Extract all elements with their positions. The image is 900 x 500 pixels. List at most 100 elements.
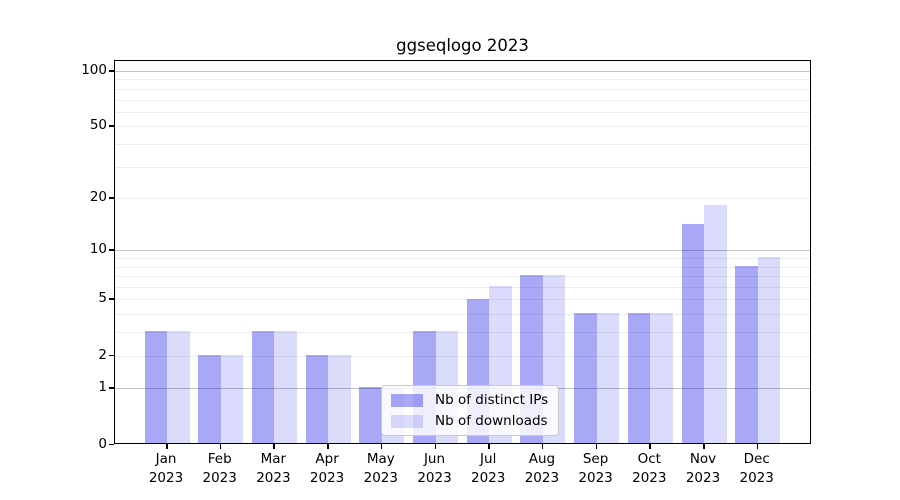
x-tick-label-year: 2023: [202, 469, 237, 486]
x-tick-label-month: Aug: [528, 451, 556, 467]
y-tick-mark: [109, 387, 114, 389]
x-tick-mark: [273, 444, 275, 449]
legend-entry-downloads: Nb of downloads: [391, 413, 548, 429]
x-tick-label-year: 2023: [632, 469, 667, 486]
y-gridline-major: [115, 71, 810, 72]
x-tick-label-year: 2023: [363, 469, 398, 486]
x-tick-label-month: Apr: [315, 451, 339, 467]
bar-distinct-ips: [144, 331, 167, 443]
y-tick-label: 5: [98, 290, 107, 307]
y-tick-label: 50: [89, 117, 107, 134]
x-tick-label-year: 2023: [148, 469, 184, 486]
bar-downloads: [596, 313, 620, 443]
x-tick-label-month: Jun: [423, 451, 446, 467]
y-tick-mark: [109, 70, 114, 72]
bar-distinct-ips: [305, 354, 329, 443]
y-gridline-minor: [115, 198, 810, 200]
x-tick-mark: [434, 444, 436, 449]
x-tick-mark: [541, 444, 544, 449]
legend-label-downloads: Nb of downloads: [435, 413, 548, 429]
y-gridline-minor: [115, 332, 810, 334]
y-gridline-minor: [115, 79, 810, 81]
bar-distinct-ips: [574, 313, 597, 443]
x-tick-label-month: May: [366, 451, 395, 467]
y-gridline-minor: [115, 126, 810, 128]
bar-downloads: [757, 257, 781, 443]
x-tick-label-year: 2023: [578, 469, 613, 486]
legend-swatch-distinct-ips: [391, 393, 423, 407]
y-tick-label: 20: [89, 189, 107, 206]
y-tick-label: 10: [89, 241, 107, 258]
x-tick-mark: [327, 444, 329, 449]
x-tick-mark: [756, 444, 759, 449]
y-tick-mark: [109, 298, 114, 300]
chart-title: ggseqlogo 2023: [396, 36, 529, 55]
bar-downloads: [328, 354, 351, 443]
bar-downloads: [167, 331, 190, 443]
x-tick-mark: [649, 444, 651, 449]
x-tick-label: Aug 2023: [502, 450, 582, 488]
y-gridline-minor: [115, 276, 810, 278]
legend-entry-distinct-ips: Nb of distinct IPs: [391, 392, 548, 408]
bar-distinct-ips: [627, 313, 651, 443]
x-tick-label: Jun 2023: [395, 450, 475, 488]
x-tick-label-month: Mar: [260, 451, 287, 467]
x-tick-label-year: 2023: [524, 469, 560, 486]
y-gridline-minor: [115, 143, 810, 145]
legend-label-distinct-ips: Nb of distinct IPs: [435, 392, 549, 408]
x-tick-label: Apr 2023: [287, 450, 367, 488]
x-tick-label: Dec 2023: [717, 450, 797, 488]
x-tick-label-month: Nov: [689, 451, 717, 467]
x-tick-label-month: Feb: [207, 451, 232, 467]
legend: Nb of distinct IPs Nb of downloads: [381, 385, 560, 436]
y-tick-label: 0: [98, 435, 107, 452]
x-tick-label-month: Sep: [582, 451, 609, 467]
x-tick-mark: [380, 444, 383, 449]
x-tick-label: Oct 2023: [609, 450, 689, 488]
y-tick-mark: [109, 443, 114, 445]
y-gridline-minor: [115, 258, 810, 260]
bar-downloads: [704, 205, 727, 443]
x-tick-mark: [219, 444, 222, 449]
x-tick-label: Sep 2023: [556, 450, 636, 488]
plot-area: Nb of distinct IPs Nb of downloads: [114, 60, 811, 444]
x-tick-label-year: 2023: [309, 469, 345, 486]
x-tick-label: Mar 2023: [233, 450, 313, 488]
x-tick-label-month: Jan: [155, 451, 177, 467]
bar-distinct-ips: [681, 224, 704, 443]
legend-swatch-downloads: [391, 414, 423, 428]
x-tick-label-month: Oct: [637, 451, 661, 467]
x-tick-mark: [488, 444, 490, 449]
y-gridline-minor: [115, 111, 810, 113]
y-tick-label: 100: [81, 62, 107, 78]
bar-downloads: [220, 354, 244, 443]
x-tick-label: May 2023: [341, 450, 421, 488]
y-gridline-minor: [115, 299, 810, 301]
y-tick-label: 2: [98, 346, 107, 363]
bar-distinct-ips: [359, 387, 382, 443]
bar-distinct-ips: [251, 331, 275, 443]
x-tick-label: Jan 2023: [126, 450, 206, 488]
x-tick-label-month: Dec: [743, 451, 770, 467]
y-gridline-minor: [115, 314, 810, 316]
x-tick-label-year: 2023: [256, 469, 291, 486]
x-tick-label: Jul 2023: [448, 450, 528, 488]
x-tick-label-month: Jul: [480, 451, 497, 467]
y-gridline-minor: [115, 266, 810, 268]
x-tick-label: Nov 2023: [663, 450, 743, 488]
y-gridline-major: [115, 250, 810, 252]
x-tick-mark: [166, 444, 168, 449]
x-tick-label-year: 2023: [471, 469, 506, 486]
x-tick-mark: [595, 444, 598, 449]
bar-downloads: [650, 313, 673, 443]
y-gridline-minor: [115, 166, 810, 168]
y-gridline-minor: [115, 287, 810, 289]
x-tick-label-year: 2023: [739, 469, 774, 486]
bar-distinct-ips: [198, 354, 221, 443]
y-tick-mark: [109, 197, 114, 199]
y-gridline-minor: [115, 355, 810, 357]
bar-downloads: [274, 331, 297, 443]
y-tick-label: 1: [98, 379, 107, 396]
y-tick-mark: [109, 354, 114, 357]
